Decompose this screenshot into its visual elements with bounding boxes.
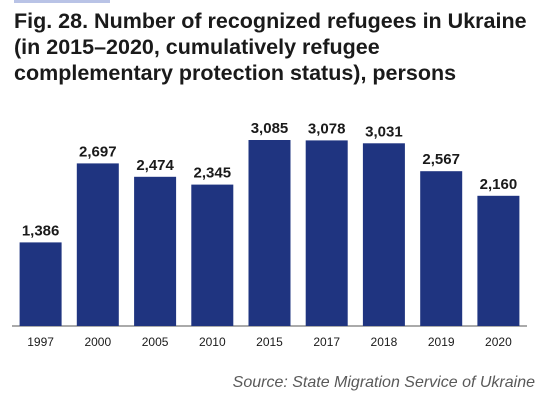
bar-2000	[76, 163, 119, 326]
data-label-2005: 2,474	[136, 157, 174, 174]
source-note: Source: State Migration Service of Ukrai…	[232, 374, 535, 391]
bar-2018	[362, 143, 405, 326]
bar-2020	[477, 195, 520, 326]
data-label-2019: 2,567	[422, 151, 460, 168]
x-tick-label-2017: 2017	[313, 335, 340, 349]
data-label-2018: 3,031	[365, 123, 403, 140]
data-label-2017: 3,078	[308, 120, 346, 137]
x-tick-label-2020: 2020	[485, 335, 512, 349]
bar-2015	[248, 140, 291, 326]
x-tick-label-2019: 2019	[428, 335, 455, 349]
x-tick-label-2005: 2005	[142, 335, 169, 349]
x-tick-label-1997: 1997	[27, 335, 54, 349]
chart-title: Fig. 28. Number of recognized refugees i…	[14, 9, 527, 85]
data-label-2010: 2,345	[194, 165, 232, 182]
data-label-1997: 1,386	[22, 222, 60, 239]
x-tick-label-2018: 2018	[371, 335, 398, 349]
bar-1997	[19, 242, 62, 326]
data-label-2000: 2,697	[79, 143, 117, 160]
bar-2010	[191, 184, 234, 326]
x-tick-label-2015: 2015	[256, 335, 283, 349]
bar-2017	[305, 140, 348, 326]
x-tick-label-2010: 2010	[199, 335, 226, 349]
title-accent-line	[14, 0, 110, 3]
bar-2005	[134, 176, 177, 326]
bar-2019	[420, 171, 463, 326]
data-label-2020: 2,160	[480, 176, 518, 193]
data-label-2015: 3,085	[251, 120, 289, 137]
x-tick-label-2000: 2000	[84, 335, 111, 349]
